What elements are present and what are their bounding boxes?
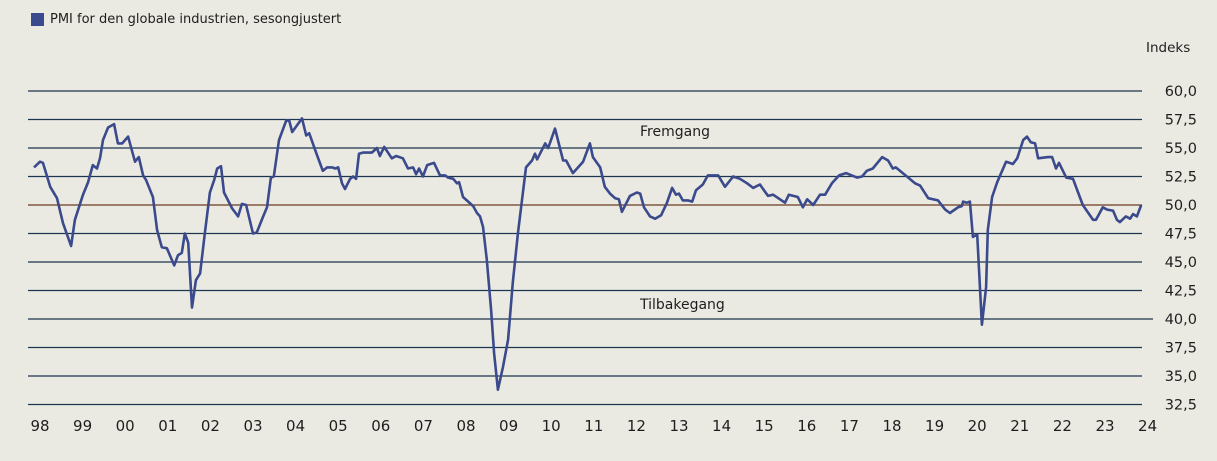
legend: PMI for den globale industrien, sesongju… [31, 12, 341, 27]
annotation-expansion: Fremgang [640, 124, 710, 140]
legend-swatch [31, 13, 44, 26]
x-tick-label: 23 [1095, 417, 1114, 435]
x-tick-label: 06 [371, 417, 390, 435]
y-tick-label: 50,0 [1165, 198, 1197, 214]
x-tick-label: 04 [286, 417, 305, 435]
pmi-series-line [33, 117, 1143, 391]
x-tick-label: 03 [243, 417, 262, 435]
x-tick-label: 10 [542, 417, 561, 435]
y-tick-label: 35,0 [1165, 369, 1197, 385]
x-tick-label: 24 [1138, 417, 1157, 435]
y-tick-label: 45,0 [1165, 255, 1197, 271]
x-tick-label: 98 [30, 417, 49, 435]
x-tick-label: 01 [158, 417, 177, 435]
y-axis-unit-label: Indeks [1146, 40, 1191, 56]
x-tick-label: 22 [1053, 417, 1072, 435]
x-tick-label: 17 [840, 417, 859, 435]
x-tick-label: 20 [968, 417, 987, 435]
y-tick-label: 42,5 [1165, 284, 1197, 300]
y-tick-label: 37,5 [1165, 341, 1197, 357]
y-tick-label: 52,5 [1165, 170, 1197, 186]
x-tick-label: 21 [1010, 417, 1029, 435]
legend-label: PMI for den globale industrien, sesongju… [50, 12, 342, 27]
x-tick-label: 14 [712, 417, 731, 435]
x-tick-label: 05 [329, 417, 348, 435]
x-tick-label: 15 [755, 417, 774, 435]
x-tick-label: 19 [925, 417, 944, 435]
x-tick-label: 08 [456, 417, 475, 435]
x-tick-label: 16 [797, 417, 816, 435]
annotation-contraction: Tilbakegang [640, 297, 725, 313]
y-tick-label: 55,0 [1165, 141, 1197, 157]
y-tick-label: 40,0 [1165, 312, 1197, 328]
x-tick-label: 99 [73, 417, 92, 435]
x-tick-label: 12 [627, 417, 646, 435]
x-tick-label: 07 [414, 417, 433, 435]
y-tick-label: 32,5 [1165, 398, 1197, 414]
y-tick-label: 47,5 [1165, 227, 1197, 243]
y-tick-label: 60,0 [1165, 84, 1197, 100]
x-tick-label: 09 [499, 417, 518, 435]
x-tick-label: 11 [584, 417, 603, 435]
x-tick-label: 02 [201, 417, 220, 435]
y-tick-label: 57,5 [1165, 113, 1197, 129]
x-tick-label: 00 [116, 417, 135, 435]
x-tick-label: 18 [882, 417, 901, 435]
x-tick-label: 13 [669, 417, 688, 435]
